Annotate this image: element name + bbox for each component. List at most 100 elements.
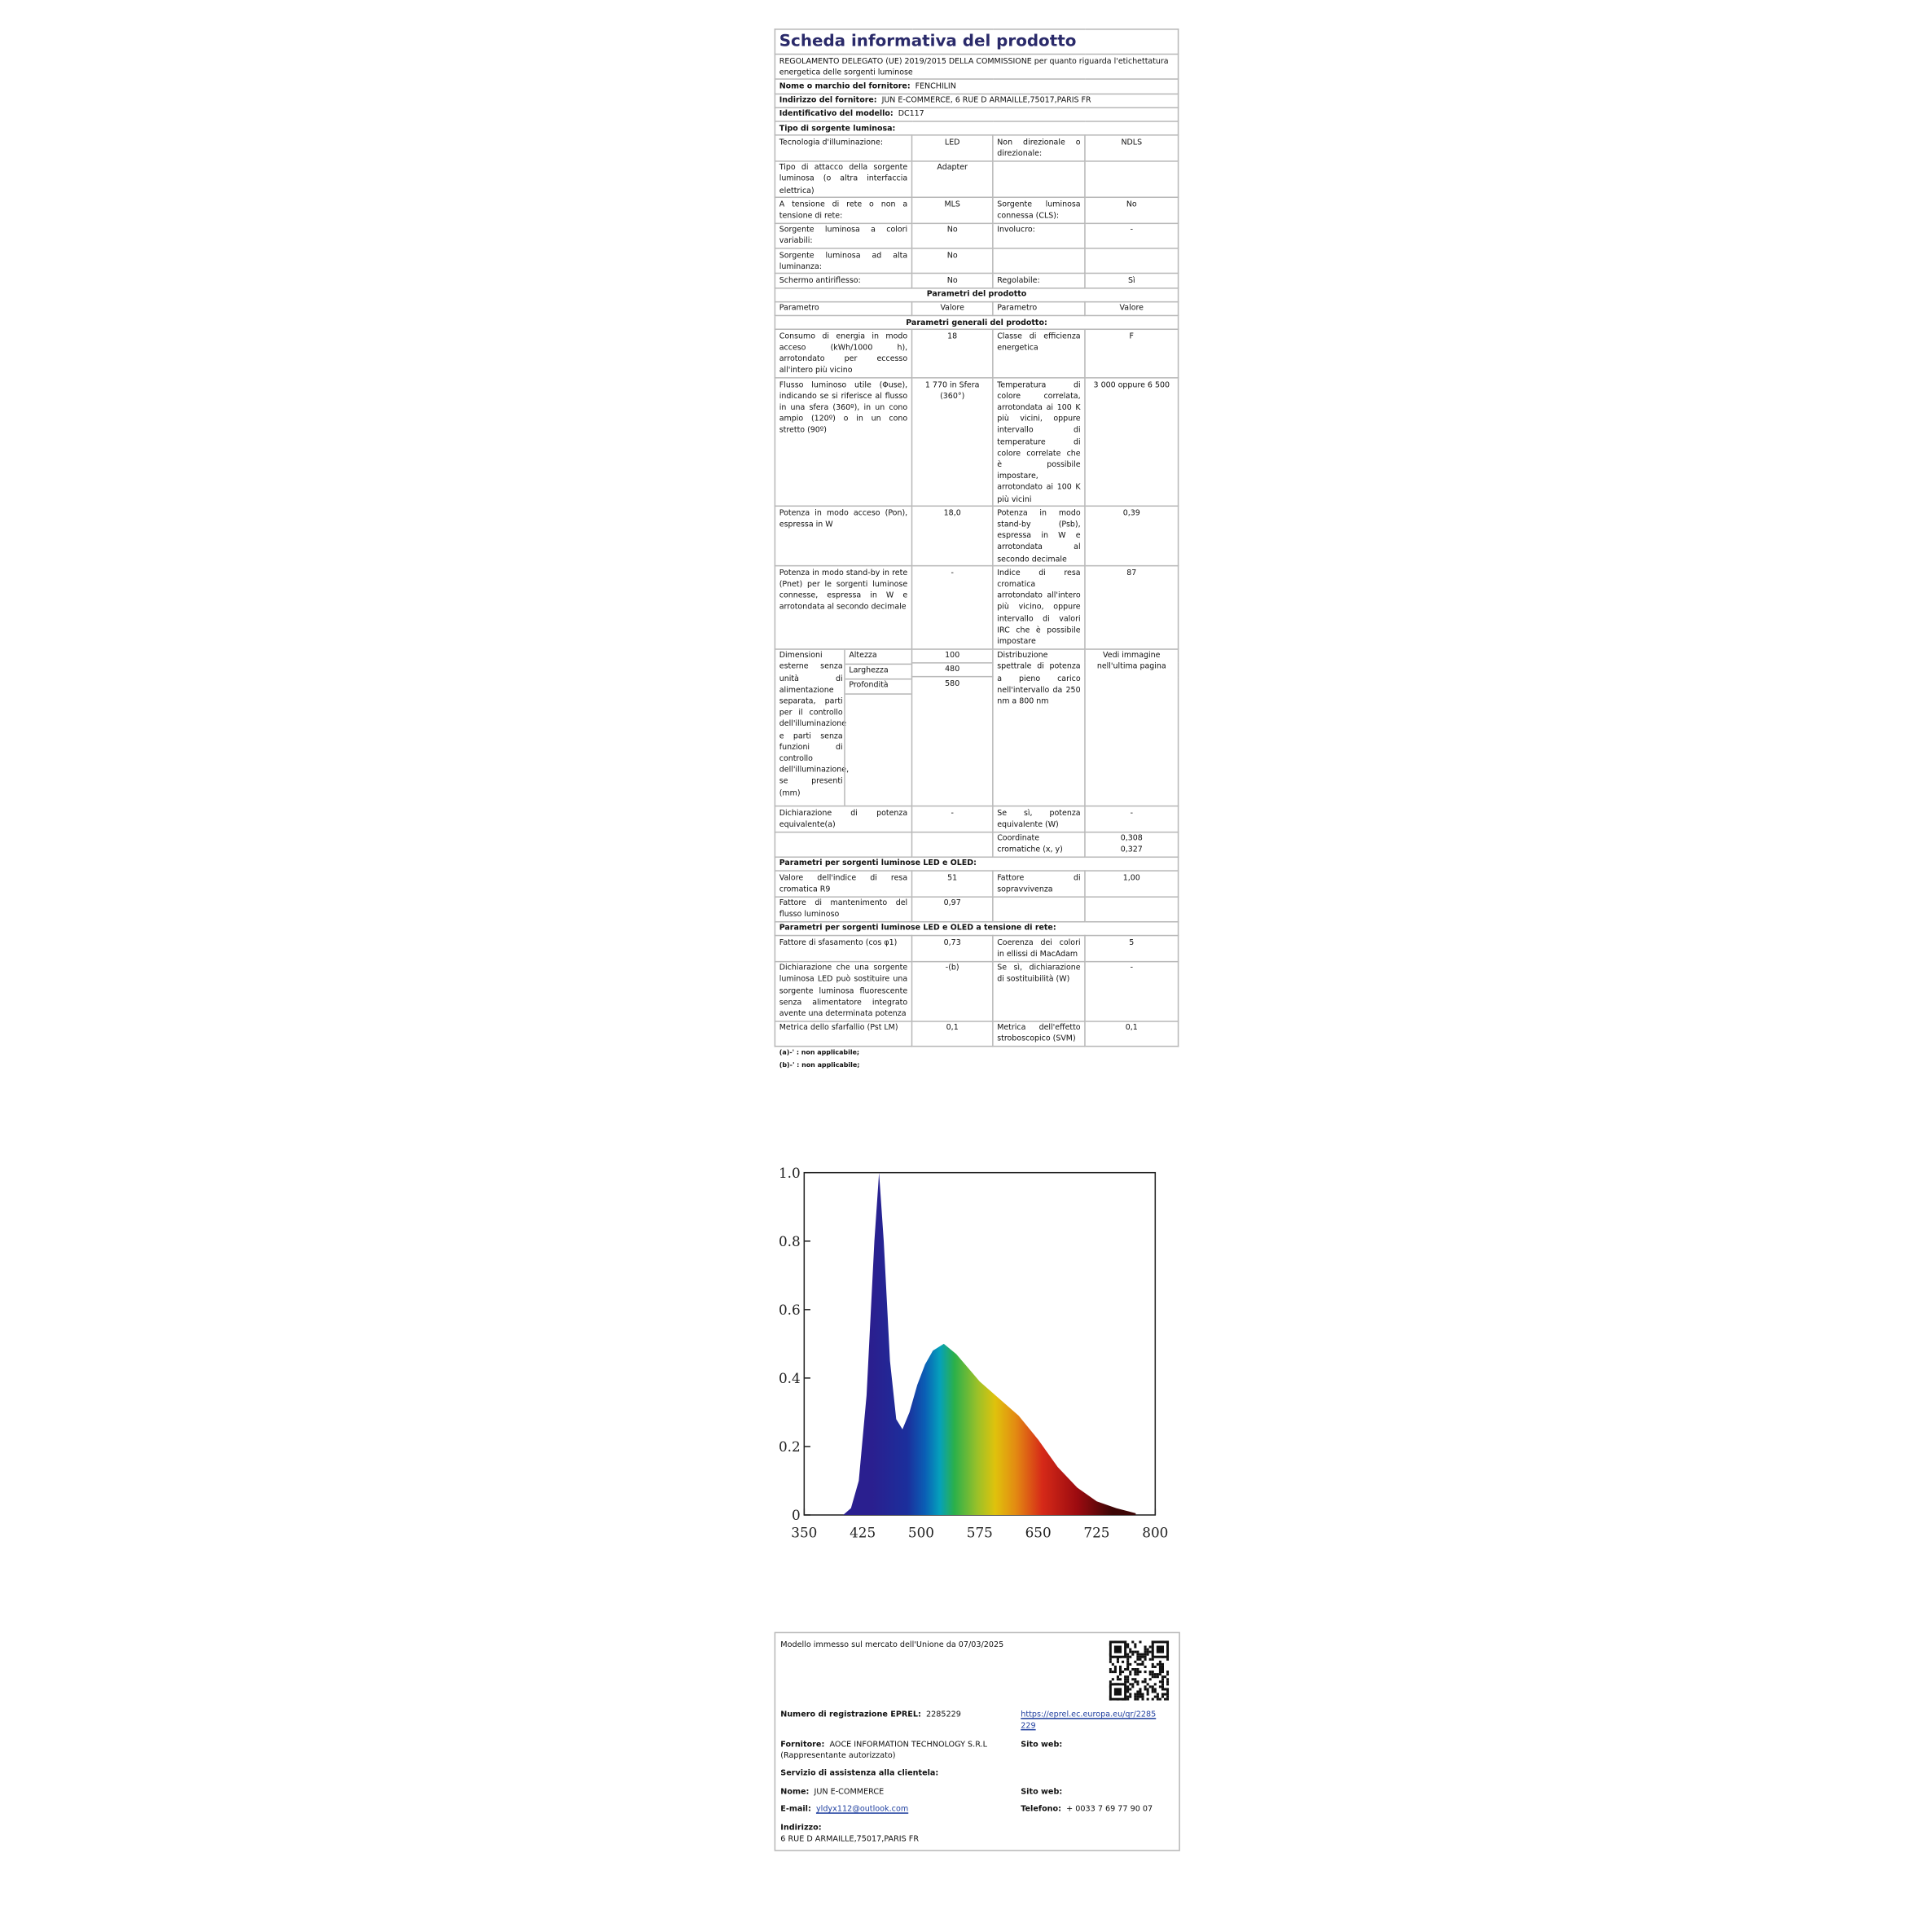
label-cell xyxy=(992,160,1086,199)
table-row: Potenza in modo stand-by in rete (Pnet) … xyxy=(774,565,1179,650)
qr-module xyxy=(1134,1697,1137,1701)
qr-module xyxy=(1151,1662,1154,1666)
dimension-name: Profondità xyxy=(845,679,911,695)
qr-module xyxy=(1139,1653,1142,1656)
label: E-mail: xyxy=(780,1805,811,1814)
y-tick-label: 0.2 xyxy=(779,1438,801,1455)
label-cell: Dichiarazione che una sorgente luminosa … xyxy=(774,960,913,1022)
value-cell: 0,1 xyxy=(911,1020,994,1047)
qr-module xyxy=(1126,1655,1130,1658)
value: 2285229 xyxy=(925,1710,961,1719)
qr-code xyxy=(1109,1640,1170,1701)
label-cell: Valore dell'indice di resa cromatica R9 xyxy=(774,870,913,898)
info-row: Identificativo del modello: DC117 xyxy=(774,107,1179,122)
qr-module xyxy=(1151,1665,1154,1668)
value: JUN E-COMMERCE xyxy=(814,1787,885,1797)
qr-module xyxy=(1139,1690,1142,1693)
dimension-name: Altezza xyxy=(845,649,911,665)
qr-module xyxy=(1109,1671,1112,1674)
value-cell: Adapter xyxy=(911,160,994,199)
qr-module xyxy=(1136,1680,1139,1684)
info-cell: Nome o marchio del fornitore: FENCHILIN xyxy=(774,78,1179,94)
qr-module xyxy=(1111,1662,1114,1666)
qr-module xyxy=(1161,1678,1165,1681)
qr-module xyxy=(1158,1662,1161,1666)
qr-module xyxy=(1131,1640,1135,1644)
email-link[interactable]: yldyx112@outlook.com xyxy=(815,1805,909,1814)
table-row: Parametri del prodotto xyxy=(774,287,1179,303)
qr-module xyxy=(1144,1671,1147,1674)
qr-module xyxy=(1126,1643,1130,1646)
x-tick-label: 425 xyxy=(850,1525,876,1541)
table-row: Parametri per sorgenti luminose LED e OL… xyxy=(774,920,1179,937)
info-row: Nome o marchio del fornitore: FENCHILIN xyxy=(774,78,1179,94)
label: Numero di registrazione EPREL: xyxy=(780,1710,921,1719)
value-cell xyxy=(1084,160,1179,199)
qr-module xyxy=(1116,1678,1119,1681)
qr-module xyxy=(1151,1697,1154,1701)
label-cell: Indice di resa cromatica arrotondato all… xyxy=(992,565,1086,650)
value-cell: 18 xyxy=(911,328,994,379)
label-cell xyxy=(992,895,1086,923)
label-cell xyxy=(774,831,913,858)
qr-module xyxy=(1126,1697,1130,1701)
table-row: Dichiarazione di potenza equivalente(a) -… xyxy=(774,806,1179,832)
label-cell: Potenza in modo stand-by (Psb), espressa… xyxy=(992,505,1086,567)
qr-module xyxy=(1136,1653,1139,1656)
info-value: FENCHILIN xyxy=(915,81,956,91)
value-cell: 0,39 xyxy=(1084,505,1179,567)
section-heading: Parametri per sorgenti luminose LED e OL… xyxy=(774,856,1179,872)
qr-module xyxy=(1118,1678,1122,1681)
label-cell: Involucro: xyxy=(992,222,1086,249)
qr-module xyxy=(1134,1673,1137,1676)
qr-module xyxy=(1113,1665,1117,1668)
qr-module xyxy=(1158,1673,1161,1676)
label-cell: Fattore di mantenimento del flusso lumin… xyxy=(774,895,913,923)
qr-module xyxy=(1158,1680,1161,1684)
x-tick-label: 500 xyxy=(908,1525,934,1541)
qr-module xyxy=(1126,1688,1130,1691)
label-cell: Consumo di energia in modo acceso (kWh/1… xyxy=(774,328,913,379)
y-tick-label: 1.0 xyxy=(779,1165,801,1181)
qr-module xyxy=(1134,1695,1137,1698)
spectrum-value: Vedi immagine nell'ultima pagina xyxy=(1084,648,1179,807)
qr-module xyxy=(1124,1667,1127,1671)
section-heading: Parametri generali del prodotto: xyxy=(774,314,1179,331)
qr-module xyxy=(1151,1673,1154,1676)
dimension-row: Dimensioni esterne senza unità di alimen… xyxy=(774,648,1179,807)
spectrum-chart: 0 0.2 0.4 0.6 0.8 1.0 350 425 500 575 650 725 800 xyxy=(779,1165,1168,1541)
qr-module xyxy=(1166,1688,1170,1691)
table-row: Fattore di mantenimento del flusso lumin… xyxy=(774,895,1179,923)
label-cell: Potenza in modo acceso (Pon), espressa i… xyxy=(774,505,913,567)
qr-module xyxy=(1156,1697,1159,1701)
eprel-link[interactable]: https://eprel.ec.europa.eu/qr/2285229 xyxy=(1021,1710,1157,1731)
qr-module xyxy=(1141,1660,1144,1663)
value-cell: NDLS xyxy=(1084,134,1179,162)
qr-module xyxy=(1129,1650,1132,1653)
qr-module xyxy=(1156,1662,1159,1666)
qr-module xyxy=(1153,1690,1157,1693)
dimension-row: 580 xyxy=(775,676,1178,807)
email: E-mail: yldyx112@outlook.com xyxy=(780,1804,908,1816)
qr-module xyxy=(1136,1671,1139,1674)
qr-module xyxy=(1148,1645,1152,1649)
qr-module xyxy=(1141,1695,1144,1698)
qr-module xyxy=(1136,1658,1139,1661)
qr-module xyxy=(1161,1680,1165,1684)
qr-module xyxy=(1131,1667,1135,1671)
y-tick-label: 0.4 xyxy=(779,1370,801,1386)
qr-module xyxy=(1136,1695,1139,1698)
supplier: Fornitore: AOCE INFORMATION TECHNOLOGY S… xyxy=(780,1739,1012,1762)
value-cell: 0,308 0,327 xyxy=(1084,831,1179,858)
dimension-row: 480 xyxy=(775,661,1178,678)
qr-module xyxy=(1164,1675,1167,1679)
qr-module xyxy=(1124,1680,1127,1684)
info-row: Indirizzo del fornitore: JUN E-COMMERCE,… xyxy=(774,93,1179,108)
qr-module xyxy=(1144,1680,1147,1684)
qr-module xyxy=(1126,1658,1130,1661)
qr-module xyxy=(1161,1688,1165,1691)
value-cell: No xyxy=(911,273,994,289)
qr-module xyxy=(1158,1665,1161,1668)
table-row: Tipo di sorgente luminosa: xyxy=(774,121,1179,136)
